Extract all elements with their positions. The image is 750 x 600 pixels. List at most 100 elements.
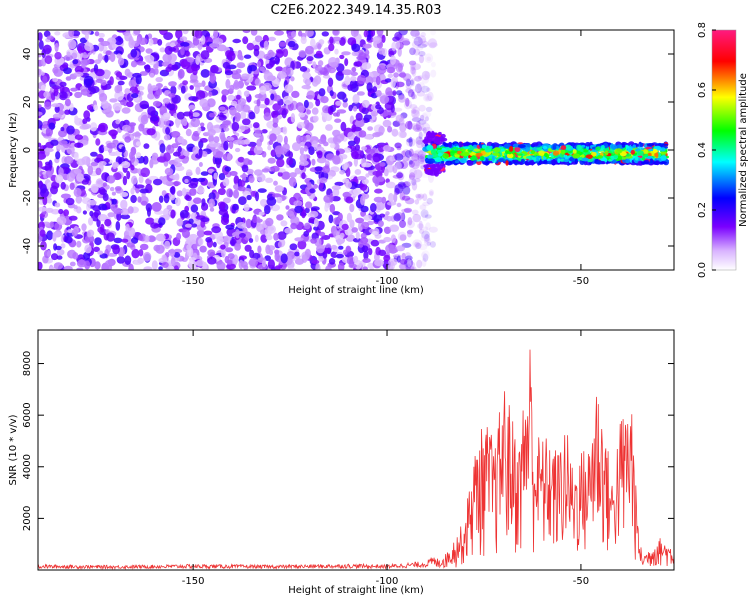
heatmap-cell <box>409 60 417 66</box>
heatmap-cell <box>409 79 414 86</box>
heatmap-cell <box>83 75 94 86</box>
heatmap-cell <box>79 37 88 44</box>
heatmap-cell <box>363 250 369 260</box>
heatmap-cell <box>77 45 83 54</box>
heatmap-cell <box>143 266 153 270</box>
heatmap-cell <box>294 258 304 265</box>
heatmap-cell <box>302 71 311 80</box>
heatmap-cell <box>39 229 46 237</box>
heatmap-cell <box>120 199 128 210</box>
heatmap-cell <box>356 91 365 96</box>
heatmap-cell <box>413 178 421 183</box>
heatmap-cell <box>448 141 453 148</box>
heatmap-cell <box>412 106 420 115</box>
heatmap-cell <box>248 175 255 184</box>
heatmap-cell <box>102 193 109 202</box>
heatmap-cell <box>574 158 579 165</box>
heatmap-cell <box>192 67 198 76</box>
heatmap-cell <box>241 73 250 80</box>
heatmap-cell <box>219 131 226 140</box>
heatmap-cell <box>43 30 51 38</box>
heatmap-cell <box>111 133 117 140</box>
snr-panel: -150 -100 -50 2000 4000 6000 8000 Height of st… <box>8 329 675 596</box>
heatmap-cell <box>63 209 69 217</box>
heatmap-cell <box>122 175 128 186</box>
heatmap-cell <box>427 138 431 142</box>
heatmap-cell <box>172 181 181 186</box>
heatmap-cell <box>352 188 362 195</box>
heatmap-cell <box>168 47 177 52</box>
heatmap-cell <box>164 240 171 250</box>
heatmap-cell <box>256 60 262 68</box>
heatmap-cell <box>140 104 150 109</box>
heatmap-cell <box>170 257 176 266</box>
heatmap-cell <box>379 162 386 167</box>
heatmap-cell <box>427 38 438 49</box>
heatmap-cell <box>237 185 246 192</box>
heatmap-cell <box>128 122 137 127</box>
heatmap-cell <box>145 48 153 54</box>
heatmap-cell <box>411 40 421 49</box>
heatmap-cell <box>154 68 159 75</box>
heatmap-cell <box>491 155 495 162</box>
heatmap-cell <box>213 136 220 143</box>
heatmap-cell <box>557 158 561 163</box>
heatmap-cell <box>179 209 189 219</box>
heatmap-cell <box>223 140 229 151</box>
heatmap-cell <box>298 30 303 37</box>
heatmap-cell <box>72 252 79 260</box>
heatmap-cell <box>215 151 224 159</box>
heatmap-cell <box>46 230 54 241</box>
heatmap-cell <box>55 245 62 251</box>
heatmap-cell <box>430 132 438 136</box>
heatmap-cell <box>411 67 417 77</box>
heatmap-cell <box>38 151 47 160</box>
heatmap-cell <box>321 31 329 37</box>
heatmap-cell <box>63 67 72 75</box>
heatmap-cell <box>176 218 184 227</box>
heatmap-cell <box>379 95 390 104</box>
heatmap-cell <box>399 259 408 265</box>
heatmap-cell <box>415 120 421 131</box>
heatmap-cell <box>396 255 401 263</box>
heatmap-cell <box>233 79 239 89</box>
heatmap-cell <box>409 174 415 181</box>
heatmap-cell <box>100 79 107 86</box>
heatmap-cell <box>127 206 134 214</box>
heatmap-cell <box>97 214 108 222</box>
heatmap-cell <box>414 241 420 247</box>
heatmap-cell <box>505 160 509 166</box>
y-tick-label: 4000 <box>22 454 33 479</box>
heatmap-cell <box>332 30 340 36</box>
heatmap-cell <box>358 52 367 61</box>
heatmap-cell <box>257 188 267 193</box>
spectrogram-frame <box>37 29 675 271</box>
heatmap-cell <box>265 217 274 227</box>
heatmap-cell <box>54 202 61 208</box>
heatmap-cell <box>130 60 138 68</box>
heatmap-cell <box>479 156 485 161</box>
heatmap-cell <box>140 114 149 125</box>
heatmap-cell <box>408 177 417 187</box>
heatmap-cell <box>139 71 148 76</box>
heatmap-cell <box>111 191 116 196</box>
heatmap-cell <box>222 177 230 187</box>
heatmap-cell <box>361 99 370 108</box>
heatmap-cell <box>613 154 619 159</box>
heatmap-cell <box>169 186 176 194</box>
heatmap-cell <box>334 118 342 123</box>
heatmap-cell <box>141 200 148 206</box>
bottom-x-axis-label: Height of straight line (km) <box>288 585 424 596</box>
heatmap-cell <box>428 226 438 233</box>
y-tick-label: 20 <box>22 96 33 109</box>
heatmap-cell <box>346 212 352 223</box>
heatmap-cell <box>538 150 545 156</box>
heatmap-cell <box>208 112 216 118</box>
heatmap-cell <box>207 91 213 97</box>
heatmap-cell <box>265 63 273 69</box>
heatmap-cell <box>565 144 572 150</box>
heatmap-cell <box>410 78 415 87</box>
heatmap-cell <box>305 122 314 132</box>
heatmap-cell <box>394 142 402 149</box>
heatmap-cell <box>417 150 427 160</box>
